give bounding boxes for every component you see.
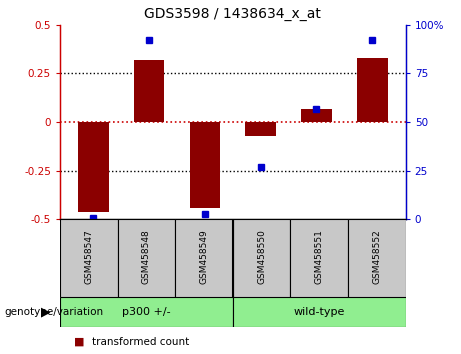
Title: GDS3598 / 1438634_x_at: GDS3598 / 1438634_x_at (144, 7, 321, 21)
Text: GSM458549: GSM458549 (200, 229, 208, 284)
Bar (175, 219, 233, 297)
Bar (60, 219, 118, 297)
Bar (233, 219, 290, 297)
Text: p300 +/-: p300 +/- (122, 307, 171, 318)
Text: GSM458550: GSM458550 (257, 229, 266, 284)
Bar (134, 60, 165, 122)
Text: transformed count: transformed count (92, 337, 189, 347)
Bar (60, 297, 233, 327)
Bar (189, 122, 220, 208)
Text: wild-type: wild-type (294, 307, 345, 318)
Bar (78, 122, 109, 212)
Bar (301, 108, 332, 122)
Text: GSM458548: GSM458548 (142, 229, 151, 284)
Bar (357, 58, 388, 122)
Text: GSM458552: GSM458552 (372, 229, 381, 284)
Bar (348, 219, 406, 297)
Text: ▶: ▶ (41, 306, 51, 319)
Text: GSM458547: GSM458547 (84, 229, 93, 284)
Bar (290, 219, 348, 297)
Text: GSM458551: GSM458551 (315, 229, 324, 284)
Text: genotype/variation: genotype/variation (5, 307, 104, 318)
Bar (233, 297, 406, 327)
Bar (118, 219, 175, 297)
Text: ■: ■ (74, 337, 84, 347)
Bar (245, 122, 276, 136)
